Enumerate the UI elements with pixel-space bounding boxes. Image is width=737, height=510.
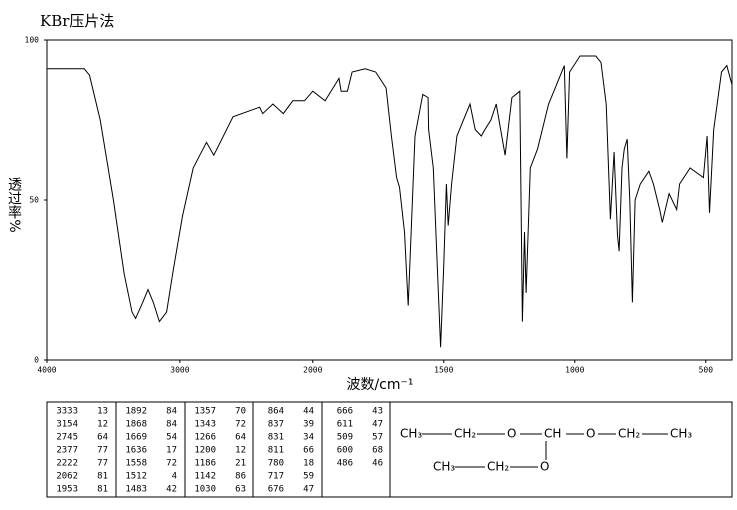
peak-transmittance: 72 [166, 459, 177, 469]
peak-wavenumber: 717 [268, 472, 284, 482]
peak-transmittance: 34 [303, 433, 314, 443]
peak-wavenumber: 1483 [125, 485, 147, 495]
x-axis-label: 波数/cm⁻¹ [346, 377, 413, 393]
y-axis-label: 透过率% [6, 177, 22, 232]
peak-transmittance: 12 [235, 446, 246, 456]
peak-transmittance: 59 [303, 472, 314, 482]
peak-transmittance: 18 [303, 459, 314, 469]
peak-transmittance: 46 [372, 459, 383, 469]
peak-transmittance: 42 [166, 485, 177, 495]
x-tick-label: 500 [699, 366, 714, 375]
bonds [422, 433, 668, 468]
table-lines [115, 402, 391, 497]
peak-transmittance: 84 [166, 407, 177, 417]
peak-wavenumber: 509 [337, 433, 353, 443]
peak-wavenumber: 1953 [56, 485, 78, 495]
peak-transmittance: 43 [372, 407, 383, 417]
peak-wavenumber: 837 [268, 420, 284, 430]
y-tick-label: 50 [29, 196, 39, 205]
atom-group: CH₂ [454, 427, 476, 441]
peak-transmittance: 63 [235, 485, 246, 495]
peak-transmittance: 44 [303, 407, 314, 417]
peak-wavenumber: 600 [337, 446, 353, 456]
x-tick-label: 1000 [565, 366, 584, 375]
peak-wavenumber: 2222 [56, 459, 78, 469]
atom-group: CH [544, 427, 561, 441]
peak-wavenumber: 1266 [194, 433, 216, 443]
atom-group: O [586, 427, 595, 441]
x-tick-label: 2000 [303, 366, 322, 375]
peak-wavenumber: 1558 [125, 459, 147, 469]
peak-wavenumber: 831 [268, 433, 284, 443]
peak-wavenumber: 2062 [56, 472, 78, 482]
peak-wavenumber: 1343 [194, 420, 216, 430]
y-tick-label: 0 [34, 356, 39, 365]
spectrum-line [47, 55, 733, 348]
peak-transmittance: 77 [97, 459, 108, 469]
peak-wavenumber: 676 [268, 485, 284, 495]
peak-wavenumber: 1357 [194, 407, 216, 417]
peak-transmittance: 47 [303, 485, 314, 495]
peak-transmittance: 84 [166, 420, 177, 430]
peak-transmittance: 66 [303, 446, 314, 456]
peak-transmittance: 86 [235, 472, 246, 482]
peak-transmittance: 57 [372, 433, 383, 443]
peak-wavenumber: 2745 [56, 433, 78, 443]
peak-transmittance: 47 [372, 420, 383, 430]
peak-wavenumber: 1868 [125, 420, 147, 430]
peak-wavenumber: 486 [337, 459, 353, 469]
peak-transmittance: 17 [166, 446, 177, 456]
peak-wavenumber: 2377 [56, 446, 78, 456]
peak-transmittance: 21 [235, 459, 246, 469]
plot-frame [46, 39, 733, 361]
atom-group: CH₃ [400, 427, 422, 441]
peak-transmittance: 54 [166, 433, 177, 443]
peak-transmittance: 39 [303, 420, 314, 430]
peak-wavenumber: 611 [337, 420, 353, 430]
x-tick-label: 4000 [37, 366, 56, 375]
peak-wavenumber: 3333 [56, 407, 78, 417]
chart-title: KBr压片法 [40, 12, 114, 30]
atom-group: CH₃ [670, 427, 692, 441]
peak-transmittance: 72 [235, 420, 246, 430]
peak-wavenumber: 864 [268, 407, 284, 417]
peak-transmittance: 70 [235, 407, 246, 417]
peak-transmittance: 64 [235, 433, 246, 443]
peak-transmittance: 68 [372, 446, 383, 456]
peak-transmittance: 64 [97, 433, 108, 443]
peak-wavenumber: 811 [268, 446, 284, 456]
peak-wavenumber: 1186 [194, 459, 216, 469]
atom-group: O [507, 427, 516, 441]
peak-wavenumber: 1142 [194, 472, 216, 482]
peak-transmittance: 77 [97, 446, 108, 456]
peak-transmittance: 4 [172, 472, 177, 482]
peak-wavenumber: 1512 [125, 472, 147, 482]
peak-wavenumber: 780 [268, 459, 284, 469]
peak-wavenumber: 1636 [125, 446, 147, 456]
peak-wavenumber: 1669 [125, 433, 147, 443]
x-tick-label: 1500 [434, 366, 453, 375]
atom-group: CH₃ [433, 460, 455, 474]
peak-wavenumber: 666 [337, 407, 353, 417]
peak-transmittance: 81 [97, 472, 108, 482]
peak-wavenumber: 1200 [194, 446, 216, 456]
atom-group: CH₂ [618, 427, 640, 441]
peak-wavenumber: 1030 [194, 485, 216, 495]
x-tick-label: 3000 [170, 366, 189, 375]
y-tick-label: 100 [25, 36, 40, 45]
peak-wavenumber: 3154 [56, 420, 78, 430]
peak-transmittance: 13 [97, 407, 108, 417]
peak-transmittance: 12 [97, 420, 108, 430]
peak-transmittance: 81 [97, 485, 108, 495]
atom-group: O [540, 460, 549, 474]
atom-group: CH₂ [487, 460, 509, 474]
peak-wavenumber: 1892 [125, 407, 147, 417]
